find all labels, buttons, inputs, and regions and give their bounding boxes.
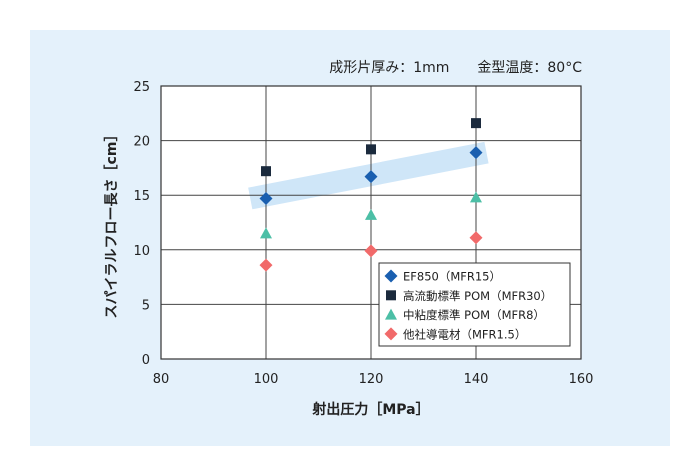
legend-label: 中粘度標準 POM（MFR8） (403, 308, 545, 322)
data-point-diamond (469, 231, 483, 245)
y-tick-label: 5 (142, 298, 150, 313)
legend-box (378, 262, 571, 347)
data-point-diamond (384, 327, 398, 341)
legend-label: EF850（MFR15） (403, 270, 501, 284)
y-tick-label: 25 (133, 80, 150, 95)
data-point-diamond (384, 269, 398, 283)
y-tick-label: 0 (142, 353, 150, 368)
data-point-square (261, 166, 271, 177)
y-tick-label: 10 (133, 244, 150, 259)
data-point-triangle (260, 227, 272, 239)
x-axis-label: 射出圧力［MPa］ (311, 401, 429, 418)
y-tick-label: 15 (133, 189, 150, 204)
data-point-square (386, 290, 396, 301)
data-point-triangle (470, 191, 482, 203)
scatter-chart: 成形片厚み：1mm 金型温度：80°C スパイラルフロー長さ［cm］ 射出圧力［… (103, 60, 593, 418)
x-tick-label: 140 (464, 372, 489, 387)
x-tick-label: 120 (359, 372, 384, 387)
chart-panel: 成形片厚み：1mm 金型温度：80°C スパイラルフロー長さ［cm］ 射出圧力［… (30, 30, 670, 446)
data-point-triangle (385, 308, 397, 320)
data-point-square (471, 118, 481, 129)
y-tick-label: 20 (133, 135, 150, 150)
y-axis-label: スパイラルフロー長さ［cm］ (103, 128, 120, 319)
x-tick-label: 80 (153, 372, 170, 387)
x-tick-label: 160 (569, 372, 594, 387)
data-point-diamond (259, 191, 273, 205)
data-point-triangle (365, 208, 377, 220)
legend-label: 他社導電材（MFR1.5） (403, 327, 526, 341)
data-point-diamond (364, 170, 378, 184)
plot-area: 80 100 120 140 160 0 5 10 15 20 25 (133, 80, 593, 387)
data-point-square (366, 144, 376, 155)
legend: EF850（MFR15） 高流動標準 POM（MFR30） 中粘度標準 POM（MF… (378, 262, 571, 347)
legend-label: 高流動標準 POM（MFR30） (403, 289, 552, 303)
data-point-diamond (469, 146, 483, 160)
plot-border (160, 85, 582, 360)
chart-annotation: 成形片厚み：1mm 金型温度：80°C (329, 60, 582, 76)
data-point-diamond (364, 244, 378, 258)
data-point-diamond (259, 258, 273, 272)
x-tick-label: 100 (254, 372, 279, 387)
